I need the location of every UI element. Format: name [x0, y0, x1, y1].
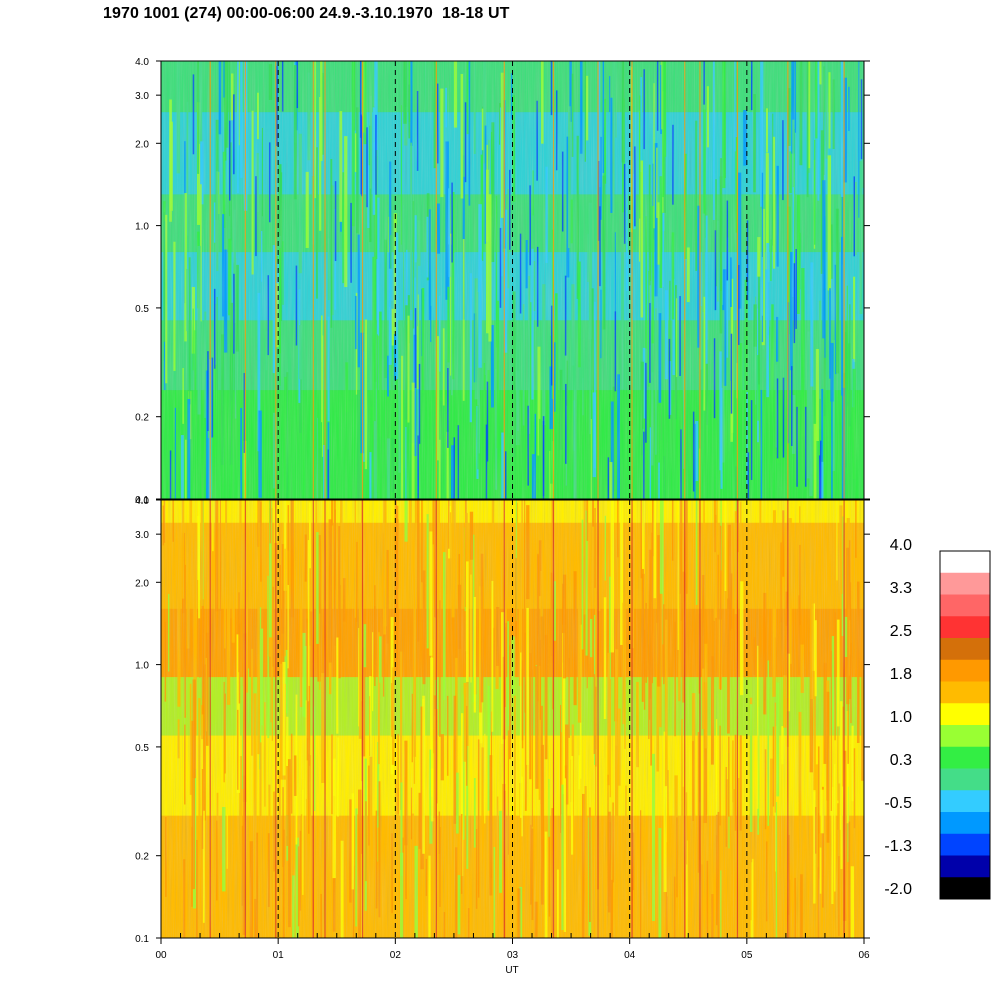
y-tick-label: 1.0 [135, 661, 149, 672]
colorbar-swatch [940, 812, 990, 835]
x-tick-label: 04 [624, 950, 636, 961]
colorbar-label: 1.0 [890, 709, 912, 726]
y-tick-label: 0.2 [135, 852, 149, 863]
colorbar-swatch [940, 616, 990, 639]
bottom-hour-markers [277, 500, 748, 938]
y-tick-label: 2.0 [135, 139, 149, 150]
x-tick-label: 06 [858, 950, 870, 961]
y-tick-label: 3.0 [135, 530, 149, 541]
x-axis-label: UT [505, 965, 518, 976]
colorbar-swatch [940, 746, 990, 769]
colorbar-swatch [940, 638, 990, 661]
colorbar-swatch [940, 877, 990, 900]
colorbar-swatch [940, 681, 990, 704]
y-tick-label: 0.2 [135, 413, 149, 424]
y-tick-label: 0.1 [135, 934, 149, 945]
colorbar-swatch [940, 855, 990, 878]
colorbar-swatch [940, 790, 990, 813]
y-tick-label: 0.5 [135, 304, 149, 315]
x-tick-label: 02 [390, 950, 402, 961]
colorbar-swatch [940, 725, 990, 748]
y-tick-label: 4.0 [135, 57, 149, 68]
colorbar-swatch [940, 572, 990, 595]
chart-title: 1970 1001 (274) 00:00-06:00 24.9.-3.10.1… [103, 5, 510, 22]
y-tick-label: 1.0 [135, 222, 149, 233]
x-tick-label: 05 [741, 950, 753, 961]
colorbar-label: 2.5 [890, 623, 912, 640]
colorbar-label: 0.3 [890, 752, 912, 769]
bottom-panel: 0.1 0.2 0.5 1.0 2.0 3.0 4.0 [135, 496, 870, 945]
colorbar-label: 3.3 [890, 580, 912, 597]
colorbar-label: 1.8 [890, 666, 912, 683]
top-hour-markers [277, 61, 748, 499]
colorbar-swatch [940, 659, 990, 682]
colorbar-swatch [940, 551, 990, 574]
y-tick-label: 0.5 [135, 743, 149, 754]
y-tick-label: 3.0 [135, 91, 149, 102]
y-tick-label: 2.0 [135, 578, 149, 589]
colorbar-frame [939, 550, 991, 900]
x-axis: 00 01 02 03 04 05 06 [155, 933, 870, 961]
x-tick-label: 00 [155, 950, 167, 961]
colorbar-label: -1.3 [884, 838, 912, 855]
colorbar-swatch [940, 703, 990, 726]
top-y-axis: 0.1 0.2 0.5 1.0 2.0 3.0 4.0 [135, 57, 870, 506]
x-tick-label: 03 [507, 950, 519, 961]
y-tick-label: 0.1 [135, 495, 149, 506]
colorbar-label: -2.0 [884, 881, 912, 898]
x-tick-label: 01 [273, 950, 285, 961]
colorbar-swatch [940, 833, 990, 856]
colorbar [939, 550, 991, 900]
colorbar-label: -0.5 [884, 795, 912, 812]
top-panel: 0.1 0.2 0.5 1.0 2.0 3.0 4.0 [135, 57, 870, 506]
colorbar-swatch [940, 594, 990, 617]
colorbar-label: 4.0 [890, 537, 912, 554]
bottom-y-axis: 0.1 0.2 0.5 1.0 2.0 3.0 4.0 [135, 496, 870, 945]
y-tick-label: 4.0 [135, 496, 149, 507]
colorbar-labels: 4.0 3.3 2.5 1.8 1.0 0.3 -0.5 -1.3 -2.0 [884, 537, 912, 898]
colorbar-swatch [940, 768, 990, 791]
